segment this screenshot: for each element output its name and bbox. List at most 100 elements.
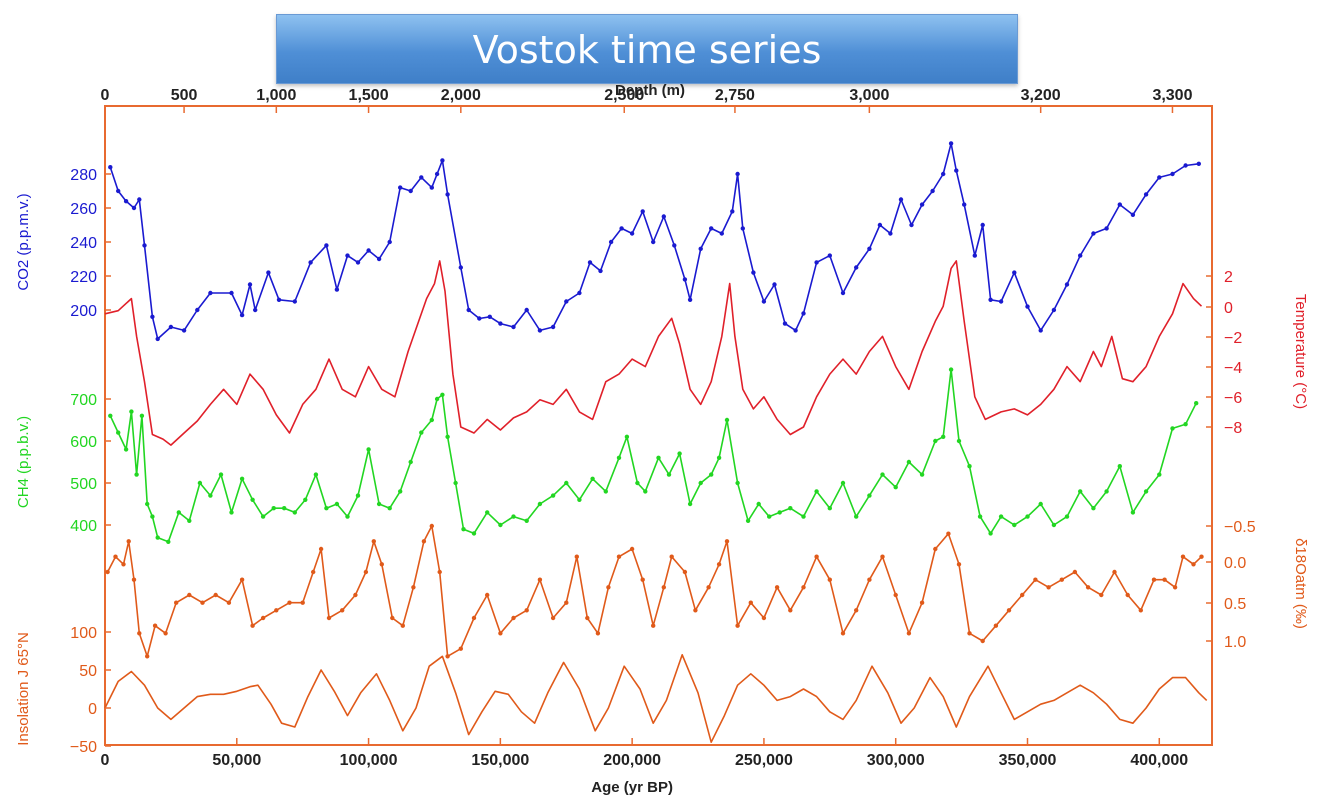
x-tick-label: 400,000	[1130, 752, 1188, 769]
data-point	[229, 510, 234, 515]
data-point	[355, 260, 361, 265]
data-point	[877, 222, 883, 228]
data-point	[962, 202, 967, 207]
data-point	[247, 282, 253, 287]
data-point	[941, 171, 946, 177]
data-point	[274, 608, 279, 613]
data-point	[643, 489, 648, 494]
data-point	[1151, 577, 1157, 582]
data-point	[550, 493, 556, 498]
data-point	[772, 282, 777, 287]
data-point	[355, 493, 361, 498]
data-point	[827, 577, 832, 582]
data-point	[176, 510, 181, 515]
data-point	[606, 585, 611, 590]
data-point	[498, 631, 503, 636]
data-point	[698, 246, 703, 251]
y-tick-label: 1.0	[1224, 634, 1246, 651]
data-point	[577, 290, 582, 296]
data-point	[313, 472, 319, 477]
series--18oatm: −0.5 0.0 0.5 1.0 δ18Oatm (‰)	[105, 519, 1309, 659]
data-point	[123, 447, 129, 452]
data-point	[988, 531, 993, 536]
y-tick-label: −6	[1224, 390, 1242, 407]
data-point	[239, 476, 245, 481]
data-point	[253, 307, 258, 313]
data-point	[898, 197, 904, 202]
data-point	[131, 577, 137, 582]
data-point	[1196, 161, 1202, 166]
data-point	[672, 243, 677, 248]
data-point	[445, 192, 450, 197]
data-point	[150, 314, 155, 319]
data-point	[801, 514, 806, 519]
data-point	[363, 569, 369, 575]
depth-axis-label: Depth (m)	[615, 82, 685, 99]
data-point	[458, 265, 463, 270]
data-point	[585, 615, 590, 621]
depth-tick-label: 3,000	[849, 87, 889, 104]
series-temperature: 2 0 −2 −4 −6 −8 Temperature (°C)	[104, 260, 1309, 446]
data-point	[735, 623, 740, 628]
x-tick-label: 100,000	[340, 752, 398, 769]
data-point	[827, 253, 832, 258]
data-point	[814, 554, 819, 559]
data-point	[197, 480, 203, 486]
data-point	[353, 592, 358, 598]
series-line	[106, 525, 1203, 658]
data-point	[1143, 192, 1149, 197]
data-point	[640, 209, 645, 214]
data-point	[1051, 522, 1057, 528]
data-point	[303, 497, 308, 502]
data-point	[129, 409, 134, 414]
data-point	[411, 585, 416, 590]
series-co2: 280 260 240 220 200 CO2 (p.p.m.v.)	[15, 141, 1202, 342]
data-point	[735, 171, 740, 177]
data-point	[187, 592, 192, 598]
data-point	[948, 367, 954, 372]
data-point	[635, 480, 640, 486]
data-point	[429, 185, 434, 190]
data-point	[788, 506, 793, 511]
data-point	[511, 615, 516, 621]
data-point	[682, 569, 688, 575]
data-point	[1143, 489, 1149, 494]
data-point	[318, 546, 324, 552]
data-point	[724, 539, 730, 544]
data-point	[661, 585, 666, 590]
data-point	[1078, 253, 1083, 258]
x-axis-label: Age (yr BP)	[591, 779, 673, 796]
x-tick-label: 300,000	[867, 752, 925, 769]
data-point	[801, 311, 806, 316]
data-point	[292, 299, 297, 304]
data-point	[666, 472, 672, 477]
y-tick-label: 500	[70, 476, 97, 493]
y-tick-label: −50	[70, 739, 97, 756]
y-tick-label: −0.5	[1224, 519, 1256, 536]
data-point	[155, 336, 160, 342]
data-point	[564, 600, 569, 605]
data-point	[598, 268, 603, 274]
data-point	[121, 562, 126, 567]
data-point	[108, 165, 113, 170]
data-point	[390, 615, 395, 621]
data-point	[814, 260, 819, 265]
data-point	[1191, 562, 1196, 567]
data-point	[687, 297, 693, 302]
data-point	[408, 188, 413, 194]
data-point	[181, 328, 187, 333]
data-point	[511, 514, 516, 519]
data-point	[919, 202, 925, 207]
data-point	[498, 522, 503, 528]
data-point	[1012, 270, 1017, 275]
data-point	[930, 188, 935, 194]
data-point	[698, 480, 703, 486]
data-point	[814, 489, 819, 494]
data-point	[218, 472, 224, 477]
data-point	[387, 506, 392, 511]
data-point	[477, 316, 482, 321]
depth-tick-label: 1,000	[256, 87, 296, 104]
data-point	[105, 569, 110, 575]
y-tick-label: 200	[70, 303, 97, 320]
